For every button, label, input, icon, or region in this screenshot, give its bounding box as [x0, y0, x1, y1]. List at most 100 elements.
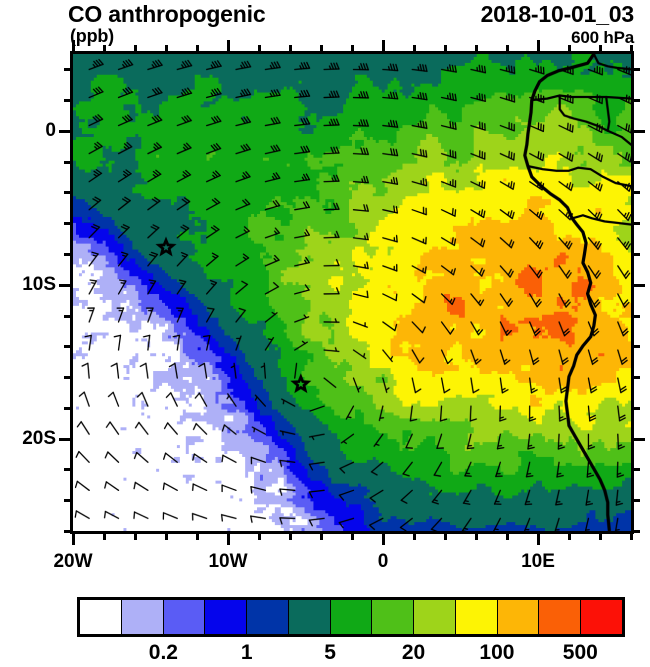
x-tick-top — [599, 45, 602, 52]
x-tick-top — [103, 45, 106, 52]
timestamp-label: 2018-10-01_03 — [480, 1, 635, 27]
x-tick-bottom — [537, 533, 540, 545]
y-tick-right — [633, 315, 640, 318]
y-axis-label: 20S — [22, 428, 56, 449]
x-tick-top — [413, 45, 416, 52]
x-tick-top — [289, 45, 292, 52]
colorbar-tick-label: 5 — [324, 641, 336, 664]
x-tick-bottom — [382, 533, 385, 545]
x-tick-top — [320, 45, 323, 52]
x-tick-top — [227, 40, 230, 52]
x-tick-top — [506, 45, 509, 52]
units-label: (ppb) — [70, 26, 114, 46]
y-tick-right — [633, 130, 645, 133]
y-tick-left — [64, 345, 71, 348]
colorbar-tick-label: 1 — [240, 641, 253, 664]
y-tick-right — [633, 222, 640, 225]
colorbar-cell[interactable] — [205, 600, 248, 634]
colorbar-cell[interactable] — [372, 600, 415, 634]
x-tick-bottom — [475, 533, 478, 540]
x-tick-bottom — [165, 533, 168, 540]
x-axis-label: 20W — [53, 551, 93, 572]
y-tick-right — [633, 407, 640, 410]
y-tick-left — [64, 530, 71, 533]
colorbar-cell[interactable] — [581, 600, 622, 634]
y-tick-right — [633, 191, 640, 194]
y-tick-left — [64, 99, 71, 102]
y-tick-left — [64, 191, 71, 194]
y-tick-left — [64, 161, 71, 164]
y-axis-label: 10S — [22, 274, 56, 295]
colorbar-cell[interactable] — [121, 600, 164, 634]
x-tick-top — [196, 45, 199, 52]
colorbar-cell[interactable] — [497, 600, 540, 634]
y-tick-left — [64, 376, 71, 379]
x-tick-bottom — [72, 533, 75, 545]
x-tick-bottom — [351, 533, 354, 540]
x-tick-bottom — [599, 533, 602, 540]
colorbar-cell[interactable] — [163, 600, 206, 634]
y-tick-left — [64, 68, 71, 71]
x-tick-top — [134, 45, 137, 52]
x-tick-bottom — [320, 533, 323, 540]
x-tick-bottom — [630, 533, 633, 540]
y-tick-right — [633, 284, 645, 287]
y-tick-left — [59, 130, 71, 133]
x-tick-bottom — [227, 533, 230, 545]
y-tick-left — [59, 438, 71, 441]
colorbar-cell[interactable] — [539, 600, 582, 634]
x-tick-top — [382, 40, 385, 52]
y-tick-right — [633, 468, 640, 471]
y-tick-left — [59, 284, 71, 287]
map-plot-area — [70, 51, 634, 534]
x-tick-top — [537, 40, 540, 52]
y-tick-right — [633, 438, 645, 441]
map-field-canvas — [73, 54, 631, 531]
x-tick-top — [444, 45, 447, 52]
y-tick-right — [633, 99, 640, 102]
colorbar-cell[interactable] — [455, 600, 498, 634]
y-tick-left — [64, 315, 71, 318]
x-tick-bottom — [413, 533, 416, 540]
colorbar-tick-label: 0.2 — [148, 641, 178, 664]
y-tick-right — [633, 499, 640, 502]
page-title: CO anthropogenic — [68, 1, 266, 27]
y-tick-right — [633, 345, 640, 348]
y-tick-right — [633, 253, 640, 256]
y-tick-left — [64, 499, 71, 502]
colorbar-tick-label: 20 — [401, 641, 426, 664]
colorbar-cell[interactable] — [330, 600, 373, 634]
x-tick-bottom — [444, 533, 447, 540]
colorbar-cell[interactable] — [288, 600, 331, 634]
y-tick-right — [633, 530, 640, 533]
colorbar-cell[interactable] — [80, 600, 122, 634]
x-tick-top — [258, 45, 261, 52]
colorbar-cell[interactable] — [247, 600, 289, 634]
x-tick-bottom — [196, 533, 199, 540]
x-tick-bottom — [258, 533, 261, 540]
x-tick-top — [630, 45, 633, 52]
colorbar-cell[interactable] — [414, 600, 456, 634]
y-tick-left — [64, 468, 71, 471]
colorbar-tick-label: 500 — [562, 641, 598, 664]
colorbar-tick-label: 100 — [479, 641, 515, 664]
y-tick-left — [64, 253, 71, 256]
y-axis-label: 0 — [45, 120, 56, 141]
y-tick-right — [633, 376, 640, 379]
x-tick-bottom — [506, 533, 509, 540]
x-tick-bottom — [289, 533, 292, 540]
y-tick-left — [64, 407, 71, 410]
pressure-level-label: 600 hPa — [571, 28, 634, 47]
x-tick-top — [568, 45, 571, 52]
x-tick-bottom — [103, 533, 106, 540]
x-axis-label: 10E — [521, 551, 555, 572]
x-tick-bottom — [134, 533, 137, 540]
x-tick-top — [475, 45, 478, 52]
y-tick-left — [64, 222, 71, 225]
x-tick-bottom — [568, 533, 571, 540]
x-tick-top — [165, 45, 168, 52]
colorbar[interactable] — [77, 597, 625, 637]
x-axis-label: 10W — [208, 551, 248, 572]
x-axis-label: 0 — [377, 551, 389, 572]
